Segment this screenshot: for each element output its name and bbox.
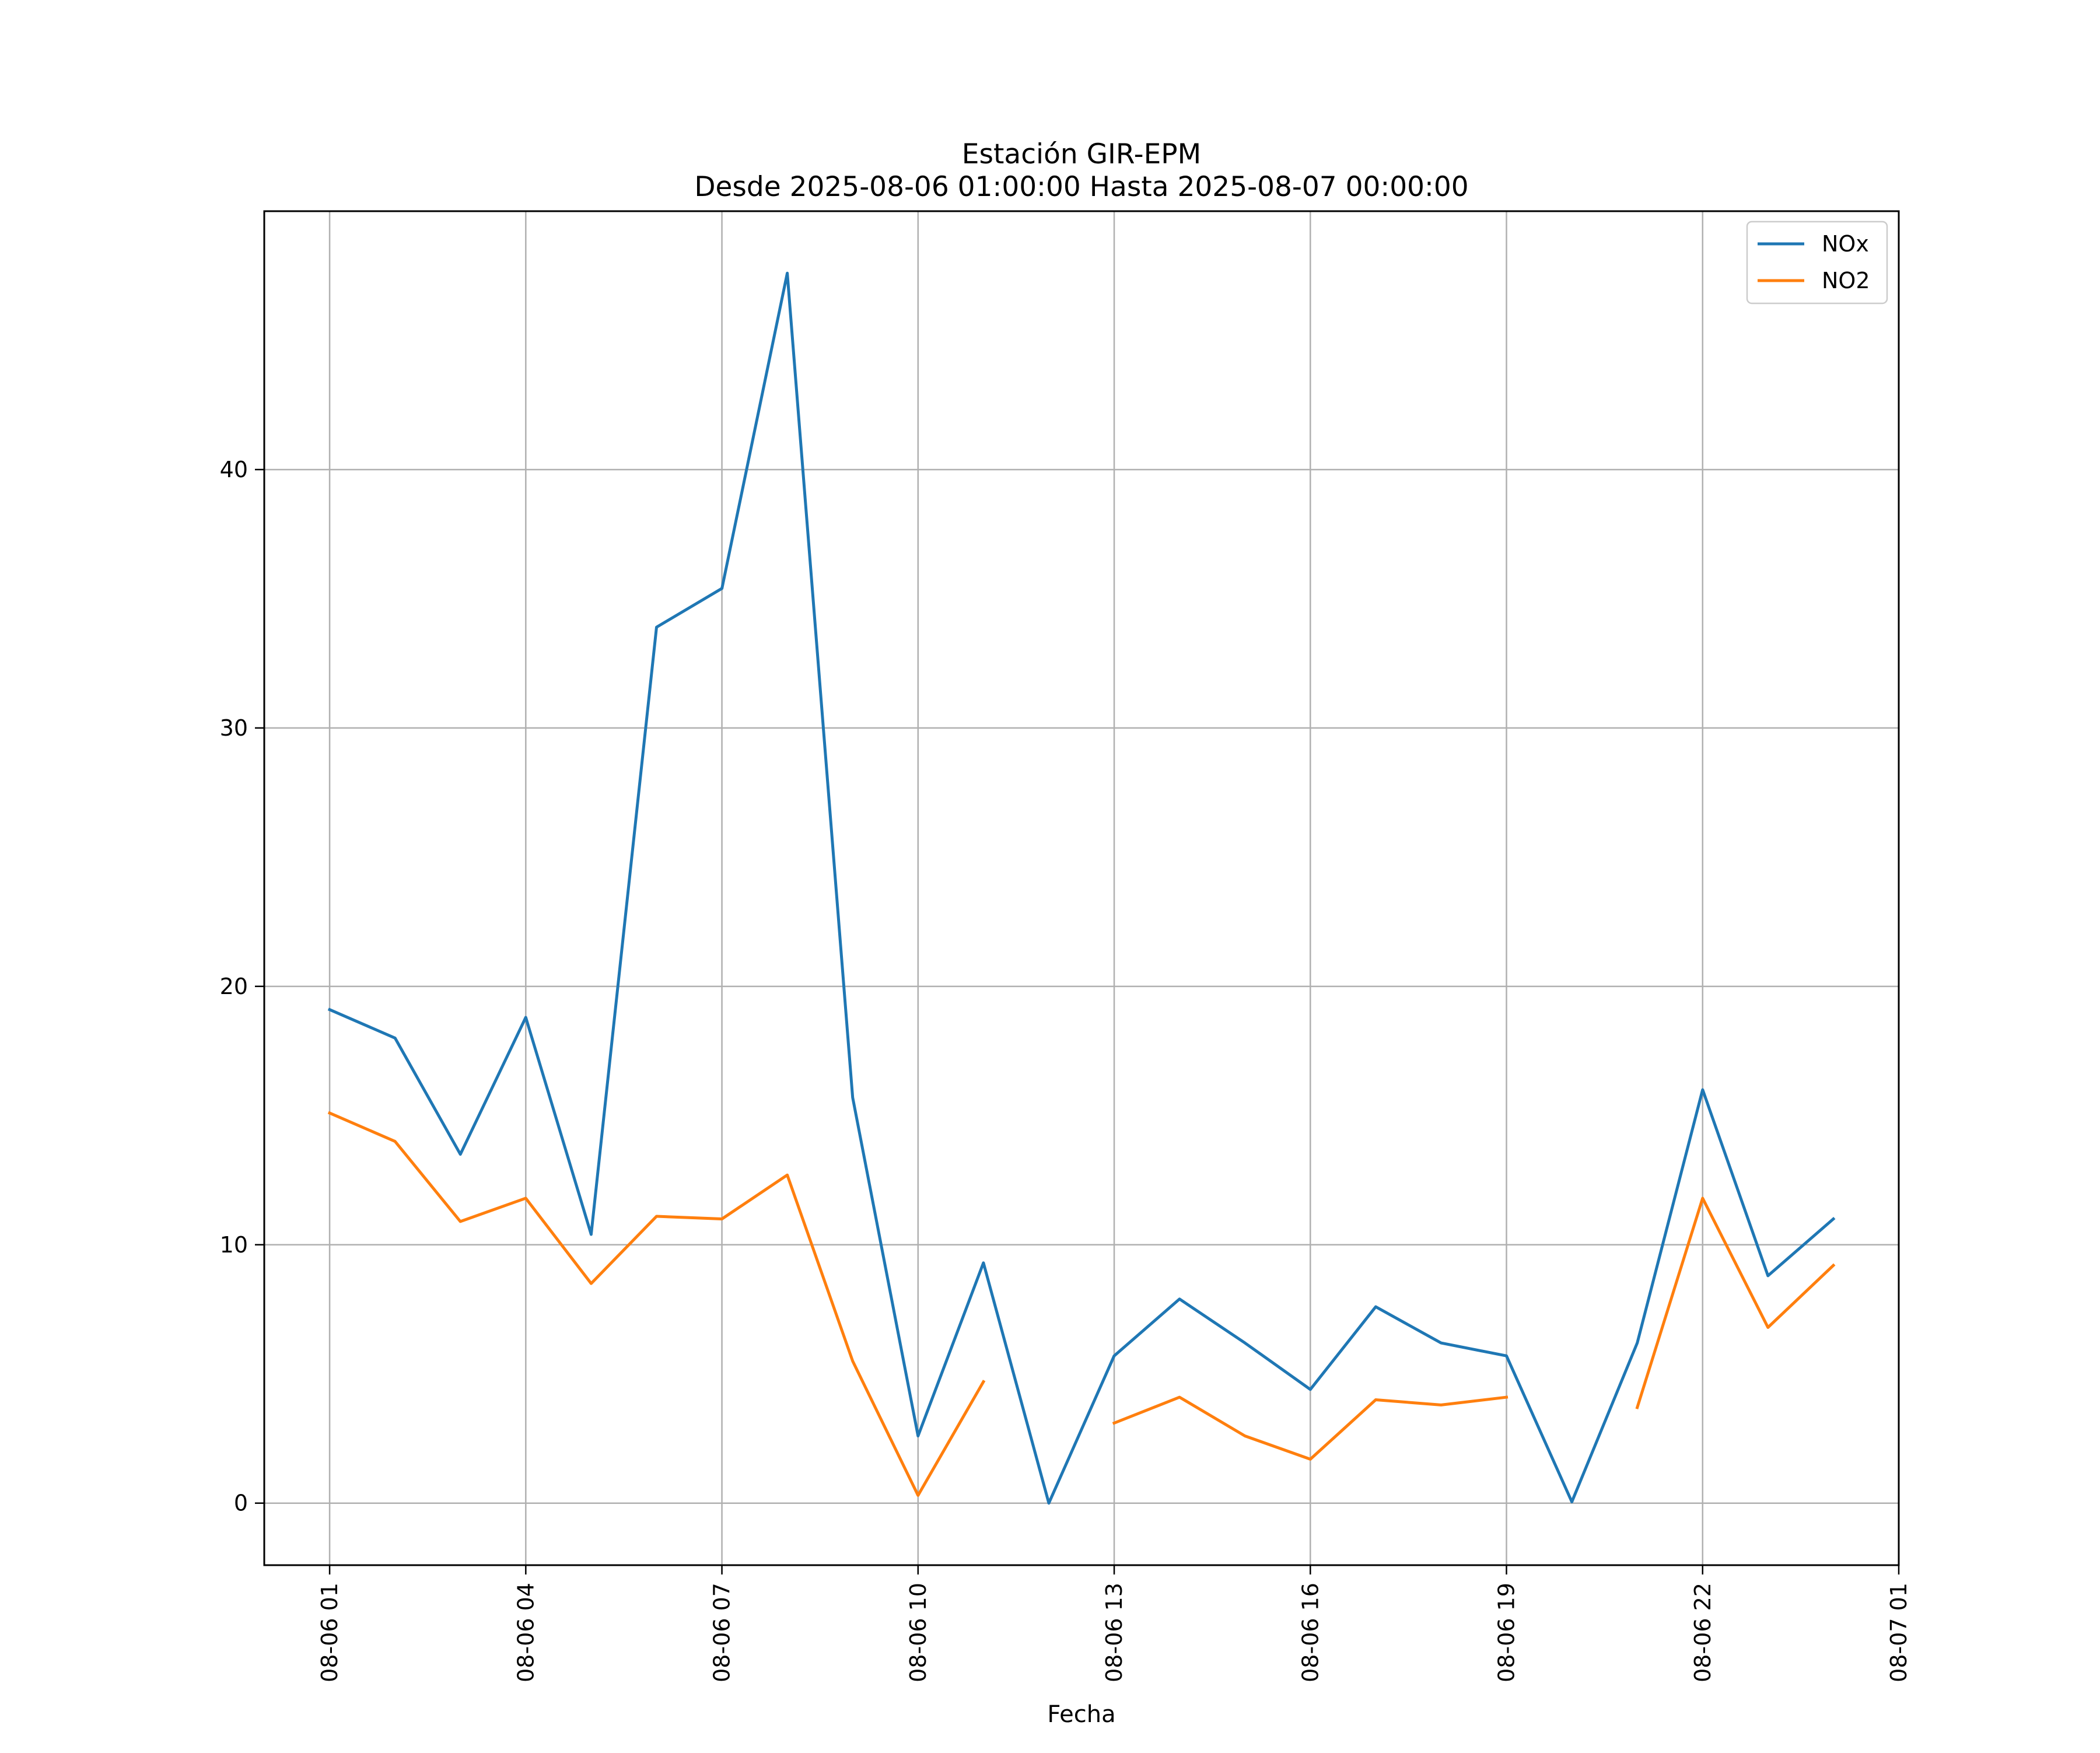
x-tick-label: 08-06 10 xyxy=(905,1583,931,1682)
x-tick-label: 08-07 01 xyxy=(1886,1583,1912,1682)
series-lines xyxy=(327,271,1836,1505)
x-axis-label: Fecha xyxy=(1047,1701,1115,1728)
x-tick-label: 08-06 07 xyxy=(709,1583,735,1682)
x-tick-label: 08-06 16 xyxy=(1297,1583,1323,1682)
chart-subtitle: Desde 2025-08-06 01:00:00 Hasta 2025-08-… xyxy=(694,171,1468,203)
x-tick-label: 08-06 04 xyxy=(513,1583,538,1682)
y-tick-label: 30 xyxy=(220,715,248,741)
plot-frame xyxy=(263,210,1900,1566)
legend-label-nox: NOx xyxy=(1822,231,1869,257)
x-tick-label: 08-06 13 xyxy=(1101,1583,1127,1682)
y-tick-label: 10 xyxy=(220,1232,248,1258)
legend-box xyxy=(1746,221,1888,305)
legend: NOx NO2 xyxy=(1746,221,1888,305)
chart-title: Estación GIR-EPM xyxy=(962,138,1201,170)
series-line-no2 xyxy=(327,1111,986,1497)
x-tick-label: 08-06 01 xyxy=(317,1583,342,1682)
x-tick-label: 08-06 22 xyxy=(1690,1583,1716,1682)
y-tick-label: 0 xyxy=(234,1490,248,1516)
series-line-no2 xyxy=(1635,1196,1836,1409)
series-line-no2 xyxy=(1112,1395,1508,1461)
legend-label-no2: NO2 xyxy=(1822,268,1870,293)
y-tick-label: 40 xyxy=(220,457,248,482)
y-tick-label: 20 xyxy=(220,974,248,999)
series-line-nox xyxy=(327,271,1836,1505)
axis-ticks: 08-06 01 08-06 04 08-06 07 08-06 10 08-06 13… xyxy=(220,457,1912,1682)
series-no2 xyxy=(327,1111,1836,1497)
x-tick-label: 08-06 19 xyxy=(1494,1583,1520,1682)
series-nox xyxy=(327,271,1836,1505)
